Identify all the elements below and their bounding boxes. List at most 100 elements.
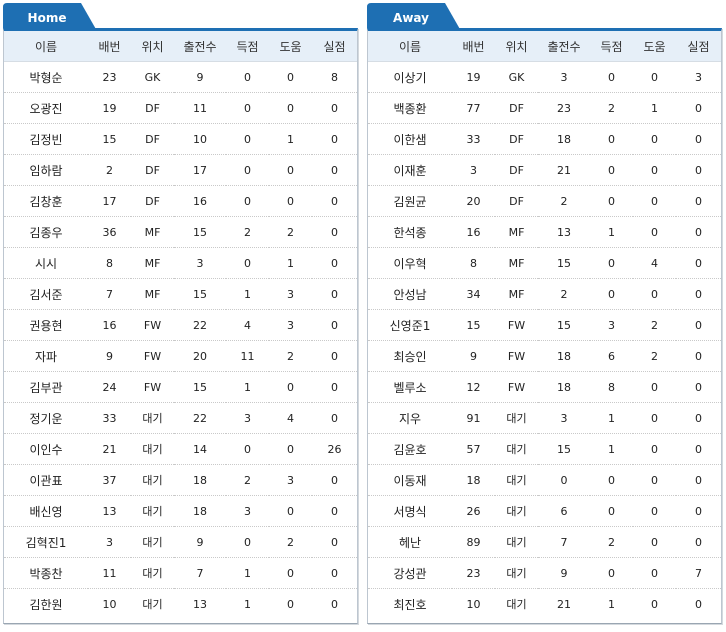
player-conceded: 0 <box>676 402 721 434</box>
player-row: 시시 8 MF 3 0 1 0 <box>4 247 357 279</box>
player-assists: 0 <box>269 557 312 589</box>
player-number: 16 <box>452 216 495 248</box>
player-name: 시시 <box>4 247 88 279</box>
player-position: DF <box>495 185 538 217</box>
player-name: 최진호 <box>393 597 427 612</box>
player-number: 19 <box>452 61 495 93</box>
player-assists: 0 <box>633 557 676 589</box>
player-number: 15 <box>88 123 131 155</box>
player-assists: 2 <box>269 340 312 372</box>
player-number: 89 <box>452 526 495 558</box>
player-position: DF <box>131 154 174 186</box>
player-goals: 1 <box>590 433 633 465</box>
player-conceded: 26 <box>312 433 357 465</box>
player-number: 2 <box>88 154 131 186</box>
col-goals-header: 득점 <box>590 31 633 62</box>
player-appearances: 22 <box>174 402 226 434</box>
player-number: 19 <box>88 92 131 124</box>
player-conceded: 0 <box>676 123 721 155</box>
col-number-header: 배번 <box>88 31 131 62</box>
player-number: 57 <box>452 433 495 465</box>
player-conceded: 0 <box>312 278 357 310</box>
player-goals: 2 <box>226 464 269 496</box>
player-appearances: 0 <box>538 464 590 496</box>
player-position: 대기 <box>495 433 538 465</box>
player-goals: 0 <box>226 61 269 93</box>
player-row: 김윤호 57 대기 15 1 0 0 <box>368 433 721 465</box>
player-conceded: 0 <box>676 526 721 558</box>
player-number: 3 <box>452 154 495 186</box>
player-number: 11 <box>88 557 131 589</box>
col-assists-header: 도움 <box>269 31 312 62</box>
player-appearances: 13 <box>538 216 590 248</box>
player-goals: 0 <box>226 92 269 124</box>
player-goals: 0 <box>590 154 633 186</box>
player-appearances: 18 <box>538 123 590 155</box>
player-name: 김서준 <box>4 278 88 310</box>
player-row: 한석종 16 MF 13 1 0 0 <box>368 216 721 248</box>
player-row: 안성남 34 MF 2 0 0 0 <box>368 278 721 310</box>
player-conceded: 0 <box>676 309 721 341</box>
player-conceded: 0 <box>312 464 357 496</box>
player-goals: 0 <box>590 557 633 589</box>
player-number: 3 <box>88 526 131 558</box>
header-row: 이름 배번 위치 출전수 득점 도움 실점 <box>4 31 357 62</box>
home-stats-box: 이름 배번 위치 출전수 득점 도움 실점 박형순 23 GK 9 0 0 8 오광진 19 DF… <box>3 28 358 624</box>
tab-shape <box>3 3 97 31</box>
player-appearances: 21 <box>557 597 571 611</box>
player-appearances: 7 <box>538 526 590 558</box>
player-appearances: 9 <box>174 526 226 558</box>
player-appearances: 23 <box>538 92 590 124</box>
player-goals: 0 <box>590 185 633 217</box>
player-name: 이인수 <box>4 433 88 465</box>
player-number: 16 <box>88 309 131 341</box>
player-assists: 0 <box>633 61 676 93</box>
player-conceded: 0 <box>312 92 357 124</box>
player-row: 배신영 13 대기 18 3 0 0 <box>4 495 357 527</box>
player-assists: 0 <box>633 495 676 527</box>
player-appearances: 15 <box>174 371 226 403</box>
player-goals: 0 <box>590 495 633 527</box>
player-assists: 3 <box>269 464 312 496</box>
player-conceded: 0 <box>312 154 357 186</box>
player-goals: 3 <box>226 495 269 527</box>
player-row: 이관표 37 대기 18 2 3 0 <box>4 464 357 496</box>
player-name: 김종우 <box>4 216 88 248</box>
player-appearances: 3 <box>538 402 590 434</box>
player-appearances: 3 <box>538 61 590 93</box>
player-assists: 0 <box>269 92 312 124</box>
away-tab[interactable]: Away <box>367 3 461 31</box>
player-row: 최승인 9 FW 18 6 2 0 <box>368 340 721 372</box>
player-number: 26 <box>452 495 495 527</box>
header-row: 이름 배번 위치 출전수 득점 도움 실점 <box>368 31 721 62</box>
player-name: 벨루소 <box>368 371 452 403</box>
player-row: 김정빈 15 DF 10 0 1 0 <box>4 123 357 155</box>
player-name: 오광진 <box>4 92 88 124</box>
player-conceded: 0 <box>676 433 721 465</box>
player-name: 강성관 <box>368 557 452 589</box>
col-name-header: 이름 <box>4 31 88 62</box>
player-number: 12 <box>452 371 495 403</box>
player-row: 이상기 19 GK 3 0 0 3 <box>368 61 721 93</box>
col-name-header: 이름 <box>368 31 452 62</box>
player-conceded: 0 <box>312 340 357 372</box>
player-position: FW <box>131 371 174 403</box>
player-row: 이한샘 33 DF 18 0 0 0 <box>368 123 721 155</box>
player-goals: 3 <box>590 309 633 341</box>
player-goals: 0 <box>590 278 633 310</box>
player-number: 10 <box>466 597 481 611</box>
player-position: FW <box>495 340 538 372</box>
player-position: DF <box>495 92 538 124</box>
player-position: DF <box>131 92 174 124</box>
player-conceded: 3 <box>676 61 721 93</box>
home-tab[interactable]: Home <box>3 3 97 31</box>
player-row: 권용현 16 FW 22 4 3 0 <box>4 309 357 341</box>
player-position: 대기 <box>495 495 538 527</box>
player-conceded: 0 <box>312 309 357 341</box>
player-name: 백종환 <box>368 92 452 124</box>
player-conceded: 0 <box>312 123 357 155</box>
player-assists: 0 <box>633 216 676 248</box>
player-assists: 0 <box>269 154 312 186</box>
player-row: 자파 9 FW 20 11 2 0 <box>4 340 357 372</box>
player-name: 박종찬 <box>4 557 88 589</box>
